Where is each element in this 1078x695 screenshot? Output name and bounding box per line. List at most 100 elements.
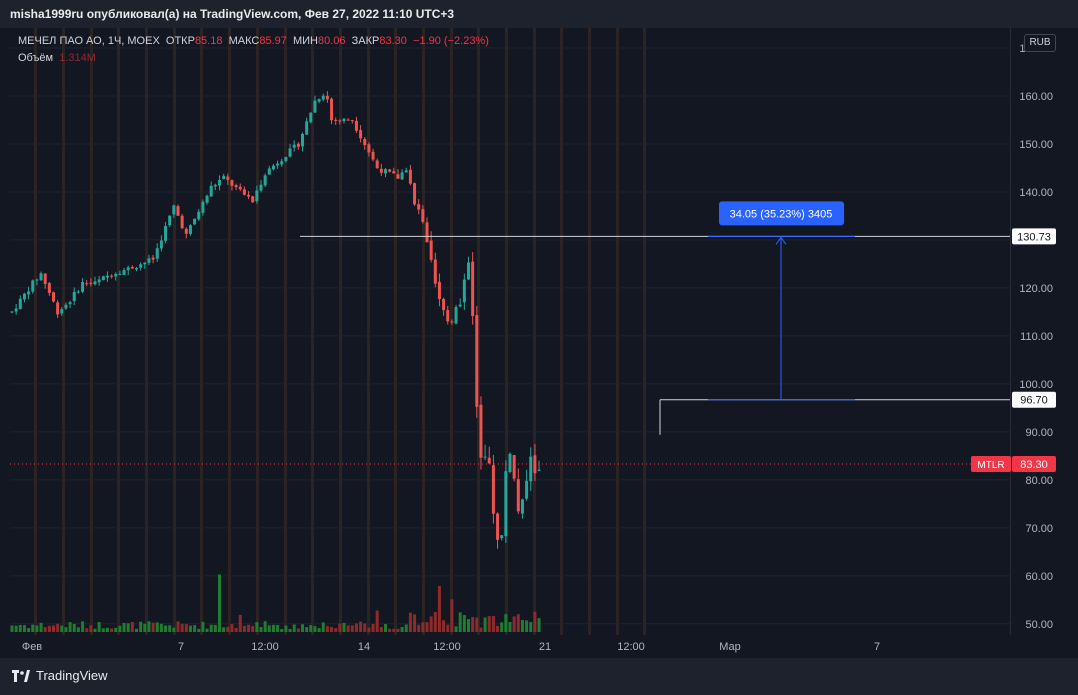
candle-body xyxy=(10,311,14,313)
volume-bar xyxy=(504,614,508,632)
volume-bar xyxy=(251,625,255,632)
y-tick-label: 80.00 xyxy=(1025,475,1053,487)
volume-bar xyxy=(404,624,408,632)
volume-bar xyxy=(188,625,192,632)
currency-button[interactable]: RUB xyxy=(1024,34,1056,52)
candle-body xyxy=(247,194,251,197)
volume-bar xyxy=(305,627,309,632)
candle-body xyxy=(471,261,475,317)
session-stripe xyxy=(284,28,287,635)
top-bar: misha1999ru опубликовал(а) на TradingVie… xyxy=(0,0,1078,28)
volume-bar xyxy=(222,627,226,632)
volume-bar xyxy=(93,628,97,632)
volume-bar xyxy=(350,625,354,632)
volume-bar xyxy=(209,624,213,632)
volume-bar xyxy=(255,622,259,632)
candle-body xyxy=(371,151,375,160)
symbol-legend[interactable]: МЕЧЕЛ ПАО АО, 1Ч, MOEX ОТКР85.18 МАКС85.… xyxy=(18,35,489,47)
volume-bar xyxy=(508,621,512,632)
candle-body xyxy=(375,160,379,169)
candle-body xyxy=(201,201,205,213)
session-stripe xyxy=(560,28,563,635)
candle-body xyxy=(122,270,126,275)
candle-body xyxy=(168,215,172,226)
volume-bar xyxy=(471,617,475,632)
volume-bar xyxy=(201,621,205,632)
session-stripe xyxy=(34,28,37,635)
volume-bar xyxy=(475,617,479,632)
volume-bar xyxy=(491,615,495,632)
candle-body xyxy=(437,281,441,299)
volume-bar xyxy=(197,628,201,632)
volume-bar xyxy=(139,621,143,632)
y-tick-label: 120.00 xyxy=(1019,283,1053,295)
candle-body xyxy=(450,321,454,323)
volume-bar xyxy=(537,618,541,632)
volume-bar xyxy=(97,622,101,632)
candle-body xyxy=(280,161,284,165)
volume-bar xyxy=(388,628,392,632)
candle-body xyxy=(276,163,280,166)
candle-body xyxy=(68,302,72,305)
candle-body xyxy=(467,262,470,280)
candle-body xyxy=(313,100,317,113)
volume-bar xyxy=(164,625,168,632)
volume-bar xyxy=(520,619,524,632)
candle-body xyxy=(35,279,39,281)
candle-body xyxy=(442,298,446,311)
session-stripe xyxy=(533,28,536,635)
open-value: 85.18 xyxy=(194,35,223,47)
session-stripe xyxy=(643,28,646,635)
candle-body xyxy=(325,95,329,100)
measure-arrow-head xyxy=(775,236,787,245)
candle-body xyxy=(309,112,313,123)
volume-bar xyxy=(193,625,197,632)
symbol-tag-text: MTLR xyxy=(977,460,1004,471)
candle-body xyxy=(39,273,43,281)
open-label: ОТКР xyxy=(165,35,195,47)
session-stripe xyxy=(367,28,370,635)
volume-bar xyxy=(442,620,446,632)
volume-bar xyxy=(483,617,487,632)
volume-bar xyxy=(180,623,184,632)
y-tick-label: 140.00 xyxy=(1019,187,1053,199)
session-stripe xyxy=(505,28,508,635)
tradingview-logo[interactable]: TradingView xyxy=(12,668,108,683)
candle-body xyxy=(508,453,512,472)
candle-body xyxy=(22,293,26,300)
candle-body xyxy=(164,226,168,241)
measure-label-box[interactable] xyxy=(719,201,844,226)
measure-label-text: 34.05 (35.23%) 3405 xyxy=(730,208,833,220)
candle-body xyxy=(396,174,400,179)
candle-body xyxy=(338,120,342,122)
tradingview-logo-icon xyxy=(12,669,30,682)
volume-bar xyxy=(276,625,280,632)
candle-body xyxy=(60,309,64,314)
y-tick-label: 90.00 xyxy=(1025,427,1053,439)
candle-body xyxy=(433,259,437,284)
candle-body xyxy=(130,267,134,269)
volume-bar xyxy=(525,620,529,632)
candle-body xyxy=(384,169,387,174)
session-stripe xyxy=(616,28,619,635)
volume-legend[interactable]: Объём 1.314M xyxy=(18,52,96,64)
volume-bar xyxy=(218,574,221,632)
session-stripe xyxy=(117,28,120,635)
symbol-tag-box xyxy=(971,456,1011,473)
volume-bar xyxy=(271,624,275,632)
volume-bar xyxy=(205,628,209,632)
session-stripe xyxy=(477,28,480,635)
volume-bar xyxy=(43,627,47,632)
volume-bar xyxy=(31,624,35,632)
candle-body xyxy=(512,455,516,479)
candle-body xyxy=(462,279,466,303)
plot-area[interactable] xyxy=(10,28,1011,635)
x-tick-label: 12:00 xyxy=(617,641,645,653)
candle-body xyxy=(135,268,138,270)
volume-bar xyxy=(60,625,64,632)
volume-bar xyxy=(151,622,155,632)
volume-bar xyxy=(27,628,31,632)
session-stripe xyxy=(588,28,591,635)
volume-bar xyxy=(176,621,180,632)
